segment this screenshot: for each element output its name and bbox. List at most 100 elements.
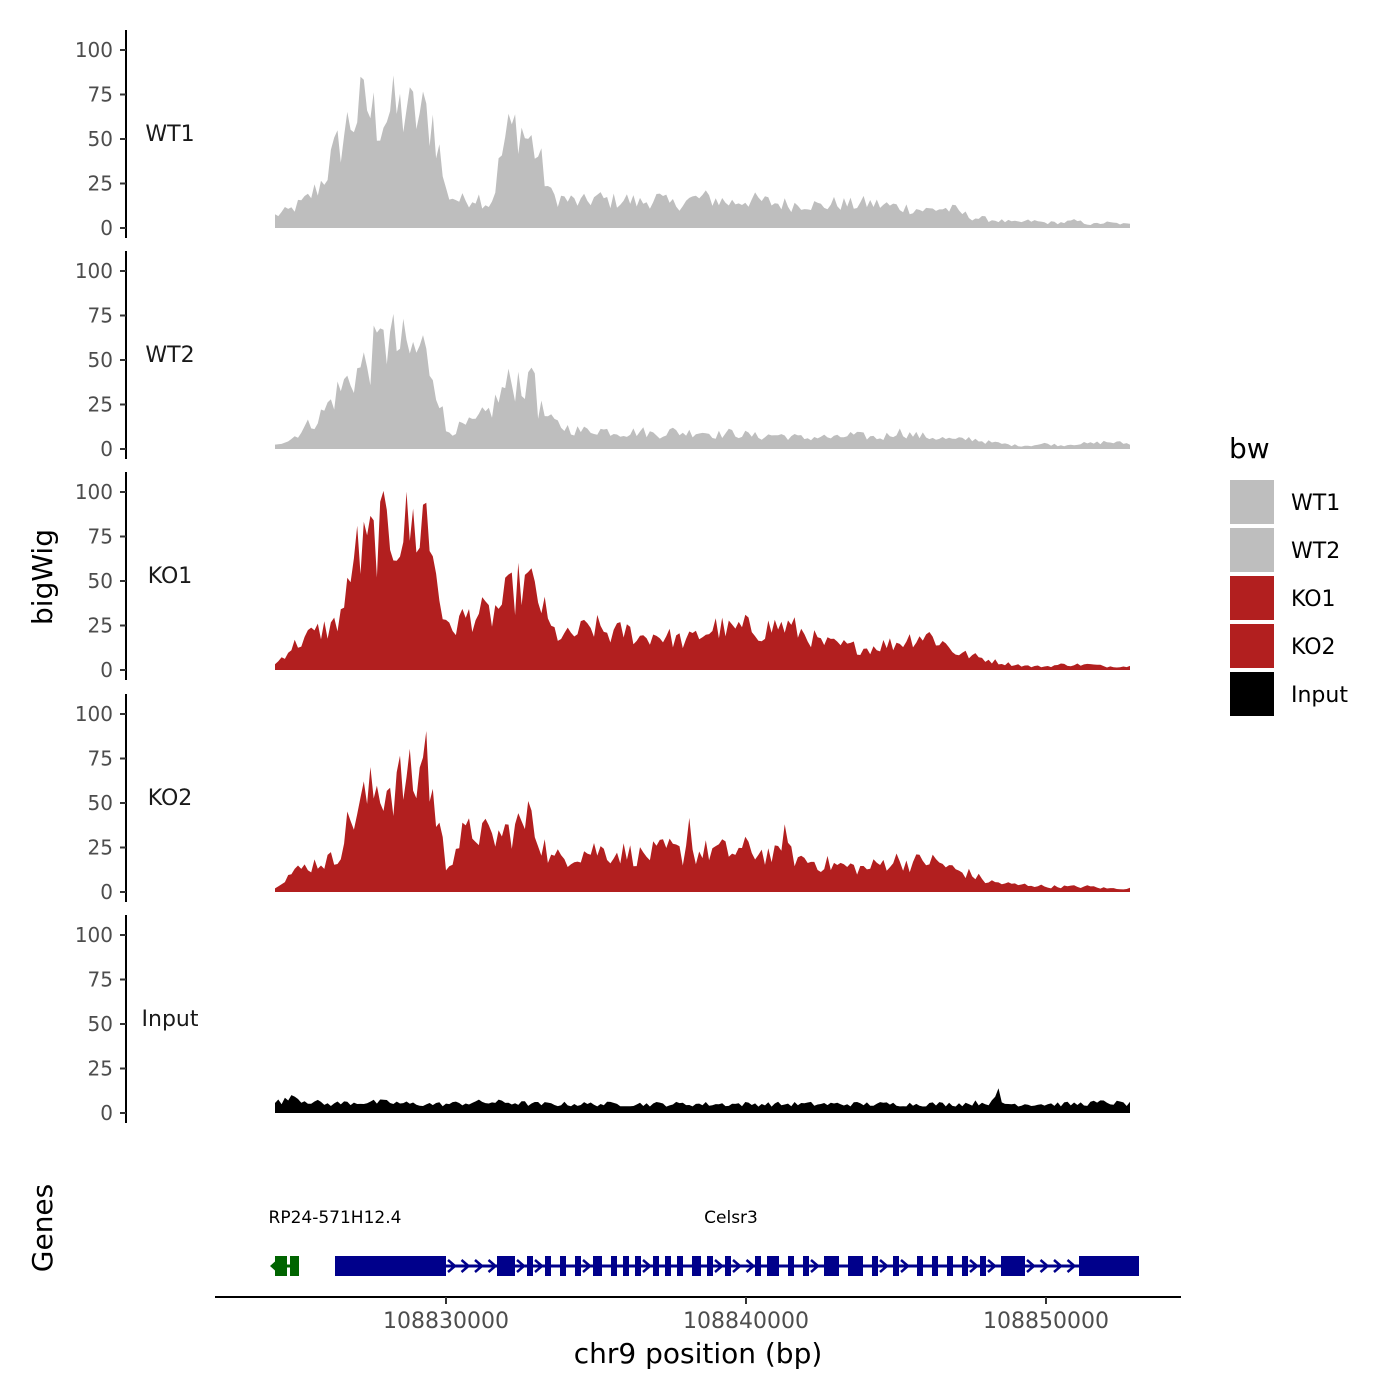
gene-exon bbox=[803, 1256, 809, 1276]
gene-exon bbox=[707, 1256, 713, 1276]
legend-item-wt2: WT2 bbox=[1230, 528, 1340, 572]
track-label: Input bbox=[142, 1007, 199, 1032]
strand-arrow bbox=[582, 1259, 592, 1273]
track-label: WT1 bbox=[145, 122, 194, 147]
strand-arrow bbox=[460, 1259, 471, 1273]
y-tick-label: 75 bbox=[88, 747, 113, 771]
gene-exon bbox=[1001, 1256, 1025, 1276]
coverage-area bbox=[275, 1088, 1130, 1113]
y-tick-label: 75 bbox=[88, 525, 113, 549]
y-tick-label: 75 bbox=[88, 968, 113, 992]
strand-arrow bbox=[534, 1259, 544, 1273]
y-tick-label: 75 bbox=[88, 304, 113, 328]
legend-swatch bbox=[1230, 672, 1274, 716]
legend-label: KO2 bbox=[1291, 635, 1336, 660]
track-label: KO1 bbox=[148, 564, 193, 589]
track-input: 0 25 50 75 100 Input bbox=[75, 915, 1130, 1125]
strand-arrow bbox=[447, 1259, 457, 1273]
legend-item-wt1: WT1 bbox=[1230, 480, 1340, 524]
strand-arrow bbox=[516, 1259, 526, 1273]
strand-arrow bbox=[1026, 1259, 1036, 1273]
y-tick-label: 25 bbox=[88, 1057, 113, 1081]
gene-exon bbox=[677, 1256, 683, 1276]
track-wt1: 0 25 50 75 100 WT1 bbox=[75, 30, 1130, 240]
strand-arrow bbox=[474, 1259, 484, 1273]
gene-exon bbox=[545, 1256, 551, 1276]
gene-exon bbox=[1079, 1256, 1139, 1276]
gene-exon bbox=[623, 1256, 629, 1276]
gene-exon bbox=[653, 1256, 659, 1276]
track-ko2: 0 25 50 75 100 KO2 bbox=[75, 694, 1130, 904]
x-axis-title: chr9 position (bp) bbox=[574, 1337, 823, 1370]
y-tick-label: 50 bbox=[88, 127, 113, 151]
y-tick-label: 25 bbox=[88, 172, 113, 196]
gene-exon bbox=[893, 1256, 899, 1276]
gene-exon bbox=[947, 1256, 953, 1276]
legend: bw WT1 WT2 KO1 KO2 Input bbox=[1229, 432, 1348, 716]
gene-exon bbox=[635, 1256, 641, 1276]
gene-exon bbox=[497, 1256, 515, 1276]
strand-arrow bbox=[732, 1259, 742, 1273]
y-tick-label: 25 bbox=[88, 836, 113, 860]
x-tick-label: 108830000 bbox=[383, 1309, 509, 1334]
legend-label: KO1 bbox=[1291, 587, 1336, 612]
gene-label: Celsr3 bbox=[704, 1208, 758, 1228]
gene-start-arrow bbox=[270, 1257, 280, 1275]
gene-exon bbox=[527, 1256, 533, 1276]
gene-exon bbox=[611, 1256, 617, 1276]
strand-arrow bbox=[487, 1259, 498, 1273]
y-tick-label: 75 bbox=[88, 83, 113, 107]
coverage-area bbox=[275, 313, 1130, 449]
y-tick-label: 100 bbox=[75, 259, 113, 283]
coverage-tracks: 0255075100WT10255075100WT20255075100KO10… bbox=[75, 30, 1130, 1125]
y-tick-label: 50 bbox=[88, 791, 113, 815]
legend-label: Input bbox=[1291, 683, 1348, 708]
gene-exon bbox=[917, 1256, 923, 1276]
legend-label: WT2 bbox=[1291, 539, 1340, 564]
x-axis: 108830000 108840000 108850000 bbox=[215, 1296, 1181, 1334]
gene-exon bbox=[824, 1256, 839, 1276]
track-ko1: 0 25 50 75 100 KO1 bbox=[75, 472, 1130, 682]
legend-title: bw bbox=[1229, 432, 1270, 465]
gene-exon bbox=[932, 1256, 938, 1276]
legend-swatch bbox=[1230, 480, 1274, 524]
track-label: KO2 bbox=[148, 786, 193, 811]
gene-exon bbox=[788, 1256, 794, 1276]
gene-exon bbox=[872, 1256, 878, 1276]
y-tick-label: 25 bbox=[88, 614, 113, 638]
y-tick-label: 0 bbox=[100, 658, 113, 682]
x-tick-label: 108840000 bbox=[683, 1309, 809, 1334]
x-tick-label: 108850000 bbox=[983, 1309, 1109, 1334]
gene-exon bbox=[962, 1256, 968, 1276]
coverage-area bbox=[275, 731, 1130, 892]
y-axis-title: bigWig bbox=[26, 529, 59, 625]
y-tick-label: 0 bbox=[100, 216, 113, 240]
gene-celsr3: Celsr3 bbox=[335, 1208, 1139, 1276]
track-wt2: 0 25 50 75 100 WT2 bbox=[75, 251, 1130, 461]
strand-arrow bbox=[1053, 1259, 1063, 1273]
y-tick-label: 50 bbox=[88, 348, 113, 372]
gene-exon bbox=[980, 1256, 986, 1276]
gene-exon bbox=[575, 1256, 581, 1276]
track-label: WT2 bbox=[145, 343, 194, 368]
y-tick-label: 0 bbox=[100, 1101, 113, 1125]
strand-arrow bbox=[900, 1259, 910, 1273]
gene-exon bbox=[290, 1256, 299, 1276]
gene-exon bbox=[848, 1256, 863, 1276]
strand-arrow bbox=[714, 1259, 724, 1273]
coverage-area bbox=[275, 75, 1130, 229]
legend-swatch bbox=[1230, 624, 1274, 668]
gene-exon bbox=[335, 1256, 446, 1276]
strand-arrow bbox=[969, 1259, 979, 1273]
strand-arrow bbox=[987, 1259, 997, 1273]
gene-rp24-571h12.4: RP24-571H12.4 bbox=[269, 1208, 402, 1276]
strand-arrow bbox=[879, 1259, 889, 1273]
legend-swatch bbox=[1230, 528, 1274, 572]
legend-swatch bbox=[1230, 576, 1274, 620]
y-tick-label: 100 bbox=[75, 38, 113, 62]
strand-arrow bbox=[642, 1259, 652, 1273]
genes-axis-title: Genes bbox=[26, 1184, 59, 1272]
gene-label: RP24-571H12.4 bbox=[269, 1208, 402, 1228]
y-tick-label: 25 bbox=[88, 393, 113, 417]
